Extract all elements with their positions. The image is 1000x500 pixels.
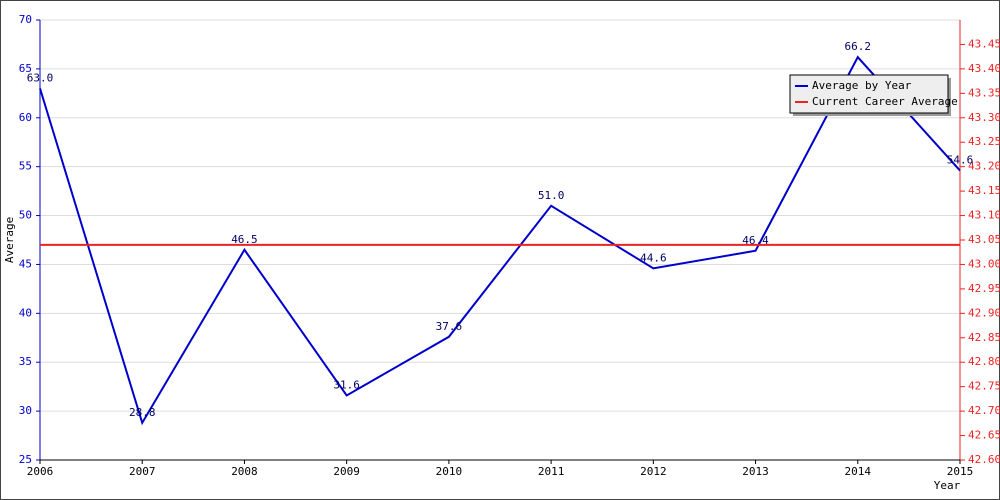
y2-tick-label: 42.90	[968, 306, 1000, 319]
legend	[789, 74, 949, 114]
y2-tick-label: 43.10	[968, 209, 1000, 222]
y-tick-label: 35	[19, 355, 32, 368]
y2-tick-label: 42.70	[968, 404, 1000, 417]
y2-tick-label: 42.85	[968, 331, 1000, 344]
y2-tick-label: 42.95	[968, 282, 1000, 295]
x-tick-label: 2012	[640, 465, 667, 478]
data-label: 28.8	[129, 406, 156, 419]
x-tick-label: 2013	[742, 465, 769, 478]
legend-label: Current Career Average	[812, 95, 958, 108]
x-tick-label: 2006	[27, 465, 54, 478]
y2-tick-label: 43.30	[968, 111, 1000, 124]
data-label: 54.6	[947, 154, 974, 167]
y2-tick-label: 42.65	[968, 429, 1000, 442]
y-axis-label: Average	[3, 217, 16, 263]
y2-tick-label: 43.00	[968, 257, 1000, 270]
y2-tick-label: 43.15	[968, 184, 1000, 197]
y-tick-label: 45	[19, 257, 32, 270]
x-tick-label: 2009	[333, 465, 360, 478]
data-label: 37.6	[436, 320, 463, 333]
data-label: 51.0	[538, 189, 565, 202]
data-label: 44.6	[640, 251, 667, 264]
data-label: 46.4	[742, 234, 769, 247]
x-tick-label: 2015	[947, 465, 974, 478]
data-label: 63.0	[27, 71, 54, 84]
y-tick-label: 55	[19, 160, 32, 173]
data-label: 46.5	[231, 233, 258, 246]
y-tick-label: 40	[19, 306, 32, 319]
y2-tick-label: 43.05	[968, 233, 1000, 246]
y2-tick-label: 42.80	[968, 355, 1000, 368]
x-tick-label: 2007	[129, 465, 156, 478]
x-tick-label: 2011	[538, 465, 565, 478]
legend-label: Average by Year	[812, 79, 912, 92]
x-tick-label: 2008	[231, 465, 258, 478]
x-axis-label: Year	[934, 479, 961, 492]
data-label: 66.2	[845, 40, 872, 53]
y2-tick-label: 43.40	[968, 62, 1000, 75]
data-label: 31.6	[333, 378, 360, 391]
y-tick-label: 25	[19, 453, 32, 466]
y2-tick-label: 43.45	[968, 37, 1000, 50]
y2-tick-label: 42.60	[968, 453, 1000, 466]
series-line	[39, 55, 961, 426]
y-tick-label: 60	[19, 111, 32, 124]
y2-tick-label: 43.35	[968, 86, 1000, 99]
y-tick-label: 65	[19, 62, 32, 75]
y-tick-label: 50	[19, 209, 32, 222]
y2-tick-label: 42.75	[968, 380, 1000, 393]
y-tick-label: 70	[19, 13, 32, 26]
x-tick-label: 2010	[436, 465, 463, 478]
y2-tick-label: 43.25	[968, 135, 1000, 148]
x-tick-label: 2014	[845, 465, 872, 478]
y2-tick-label: 43.20	[968, 160, 1000, 173]
y-tick-label: 30	[19, 404, 32, 417]
